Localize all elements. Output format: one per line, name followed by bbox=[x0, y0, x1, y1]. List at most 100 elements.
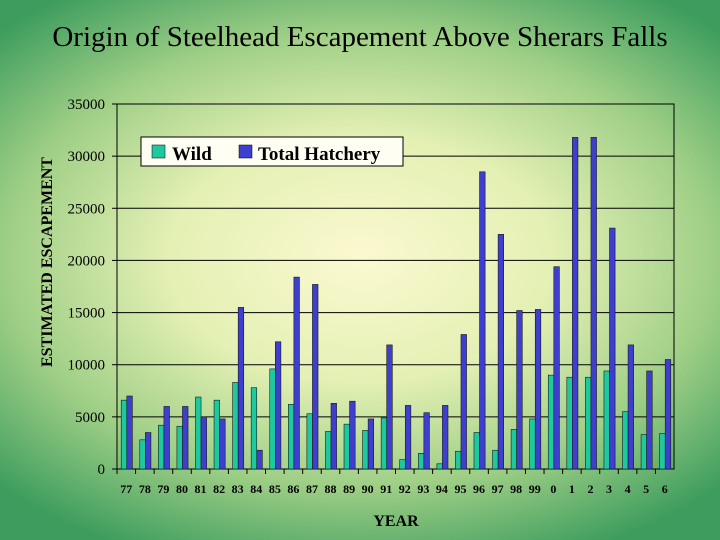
bar-wild bbox=[269, 368, 276, 470]
bar-hatchery bbox=[386, 344, 393, 470]
x-tick-label: 94 bbox=[436, 482, 448, 496]
bar-wild bbox=[603, 370, 610, 470]
bar-hatchery bbox=[572, 137, 579, 470]
legend-swatch-hatchery bbox=[238, 144, 253, 159]
bar-wild bbox=[529, 418, 536, 470]
bar-wild bbox=[585, 376, 592, 470]
y-tick-label: 10000 bbox=[68, 358, 106, 374]
y-tick-label: 25000 bbox=[68, 201, 106, 217]
bar-hatchery bbox=[237, 307, 245, 470]
legend-box bbox=[140, 136, 404, 167]
bar-hatchery bbox=[256, 449, 263, 470]
x-tick-label: 79 bbox=[157, 482, 169, 496]
bar-wild bbox=[659, 433, 666, 470]
bar-wild bbox=[510, 429, 517, 470]
y-tick-label: 15000 bbox=[68, 306, 106, 322]
bar-wild bbox=[213, 399, 220, 470]
bar-wild bbox=[399, 459, 406, 470]
bar-wild bbox=[139, 439, 146, 470]
bar-wild bbox=[380, 417, 388, 470]
bar-hatchery bbox=[479, 171, 486, 470]
y-axis-ticks: 0 5000 10000 15000 20000 25000 30000 35000 bbox=[68, 97, 117, 478]
x-tick-label: 78 bbox=[139, 482, 151, 496]
x-tick-label: 82 bbox=[213, 482, 225, 496]
x-tick-label: 95 bbox=[454, 482, 466, 496]
bar-hatchery bbox=[126, 395, 133, 470]
bar-wild bbox=[343, 423, 350, 470]
bar-hatchery bbox=[200, 416, 207, 470]
x-tick-label: 98 bbox=[510, 482, 522, 496]
x-tick-label: 88 bbox=[325, 482, 337, 496]
bar-hatchery bbox=[460, 334, 467, 470]
bar-hatchery bbox=[219, 418, 226, 470]
legend: Wild Total Hatchery bbox=[140, 136, 404, 167]
chart-title: Origin of Steelhead Escapement Above She… bbox=[52, 21, 668, 53]
bar-wild bbox=[195, 396, 202, 470]
bar-hatchery bbox=[664, 359, 672, 470]
x-tick-label: 87 bbox=[306, 482, 318, 496]
bar-hatchery bbox=[534, 309, 542, 470]
bar-wild bbox=[473, 432, 480, 470]
bar-hatchery bbox=[145, 432, 152, 470]
bar-wild bbox=[455, 450, 462, 470]
bar-wild bbox=[120, 399, 128, 470]
bar-hatchery bbox=[590, 137, 597, 470]
legend-label-wild: Wild bbox=[172, 144, 212, 165]
bar-wild bbox=[566, 376, 573, 470]
bar-hatchery bbox=[442, 405, 449, 470]
bar-hatchery bbox=[553, 266, 560, 470]
bar-wild bbox=[417, 453, 425, 470]
x-tick-label: 81 bbox=[195, 482, 207, 496]
legend-swatch-wild bbox=[151, 144, 166, 159]
bar-wild bbox=[436, 463, 443, 470]
x-tick-label: 83 bbox=[232, 482, 244, 496]
x-tick-label: 4 bbox=[625, 482, 631, 496]
x-tick-label: 96 bbox=[473, 482, 485, 496]
x-tick-label: 89 bbox=[343, 482, 355, 496]
bar-hatchery bbox=[312, 284, 319, 470]
y-tick-label: 30000 bbox=[68, 149, 106, 165]
bar-hatchery bbox=[646, 370, 653, 470]
x-tick-label: 3 bbox=[606, 482, 612, 496]
x-tick-label: 85 bbox=[269, 482, 281, 496]
x-tick-label: 90 bbox=[362, 482, 374, 496]
x-tick-label: 80 bbox=[176, 482, 188, 496]
x-tick-label: 84 bbox=[250, 482, 262, 496]
y-axis-label: ESTIMATED ESCAPEMENT bbox=[39, 157, 56, 367]
y-tick-label: 5000 bbox=[75, 410, 105, 426]
bar-hatchery bbox=[609, 227, 616, 470]
x-tick-label: 86 bbox=[287, 482, 299, 496]
legend-label-hatchery: Total Hatchery bbox=[258, 144, 381, 165]
bar-hatchery bbox=[330, 402, 337, 470]
x-tick-label: 5 bbox=[643, 482, 649, 496]
x-tick-label: 0 bbox=[550, 482, 556, 496]
bar-wild bbox=[640, 434, 647, 470]
bar-hatchery bbox=[404, 405, 412, 470]
bar-hatchery bbox=[293, 276, 300, 470]
y-tick-label: 20000 bbox=[68, 253, 106, 269]
x-tick-label: 99 bbox=[529, 482, 541, 496]
bar-wild bbox=[288, 404, 295, 470]
bar-wild bbox=[232, 382, 239, 470]
x-tick-label: 97 bbox=[492, 482, 504, 496]
bars bbox=[120, 137, 672, 470]
bar-hatchery bbox=[182, 406, 189, 470]
bar-wild bbox=[158, 424, 165, 470]
y-tick-label: 35000 bbox=[68, 97, 106, 113]
bar-wild bbox=[176, 425, 183, 470]
bar-hatchery bbox=[423, 412, 430, 470]
bar-hatchery bbox=[163, 406, 170, 470]
bar-wild bbox=[325, 431, 332, 470]
bar-hatchery bbox=[497, 234, 504, 470]
x-axis-ticks: 77 78 79 80 81 82 83 84 85 86 87 88 89 90 91 92 93 94 95 96… bbox=[116, 469, 668, 496]
bar-hatchery bbox=[516, 310, 523, 470]
bar-wild bbox=[547, 374, 555, 470]
x-tick-label: 93 bbox=[417, 482, 429, 496]
bar-wild bbox=[362, 430, 369, 470]
bar-wild bbox=[492, 449, 499, 470]
bar-hatchery bbox=[275, 341, 282, 470]
bar-wild bbox=[250, 387, 258, 470]
x-tick-label: 91 bbox=[380, 482, 392, 496]
y-tick-label: 0 bbox=[98, 462, 106, 478]
